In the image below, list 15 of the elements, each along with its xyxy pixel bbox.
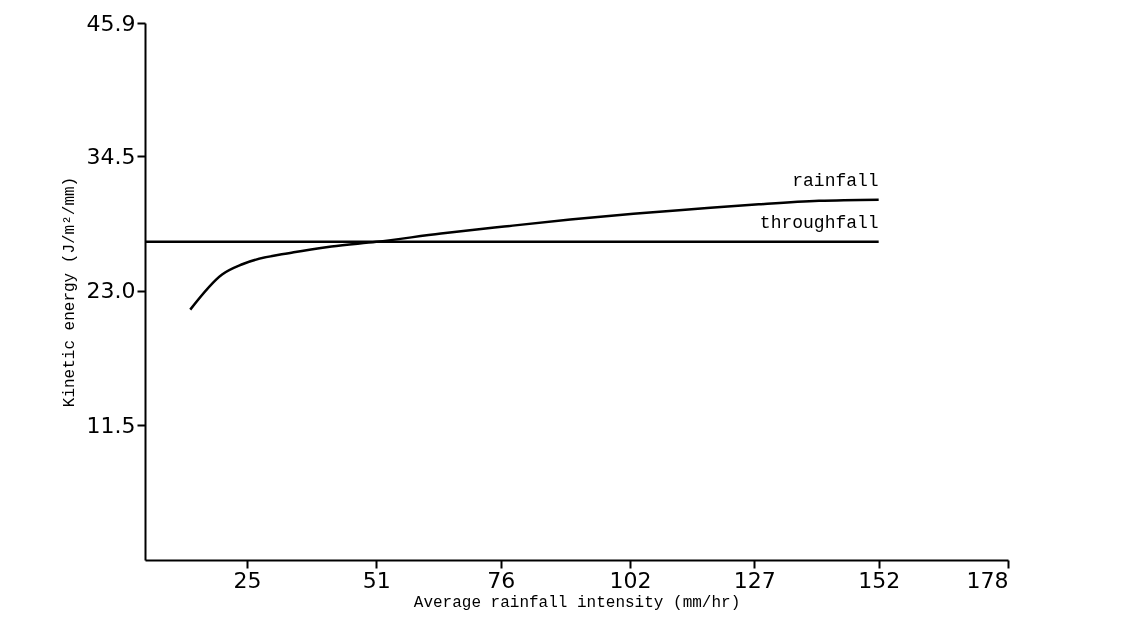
y-tick-label: 11.5 — [86, 412, 136, 438]
x-tick-label: 51 — [362, 567, 391, 593]
y-tick-label: 45.9 — [86, 10, 136, 36]
series-label: throughfall — [759, 212, 879, 233]
y-tick-label: 23.0 — [86, 278, 136, 304]
x-tick-label: 76 — [487, 567, 516, 593]
x-tick-label: 102 — [609, 567, 652, 593]
series-label: rainfall — [792, 170, 879, 191]
x-tick-label: 178 — [966, 567, 1009, 593]
x-tick-label: 127 — [733, 567, 776, 593]
x-tick-label: 152 — [858, 567, 901, 593]
x-axis-title: Average rainfall intensity (mm/hr) — [413, 593, 741, 612]
y-axis-title: Kinetic energy (J/m²/mm) — [60, 176, 79, 408]
x-tick-label: 25 — [233, 567, 262, 593]
y-tick-label: 34.5 — [86, 143, 136, 169]
